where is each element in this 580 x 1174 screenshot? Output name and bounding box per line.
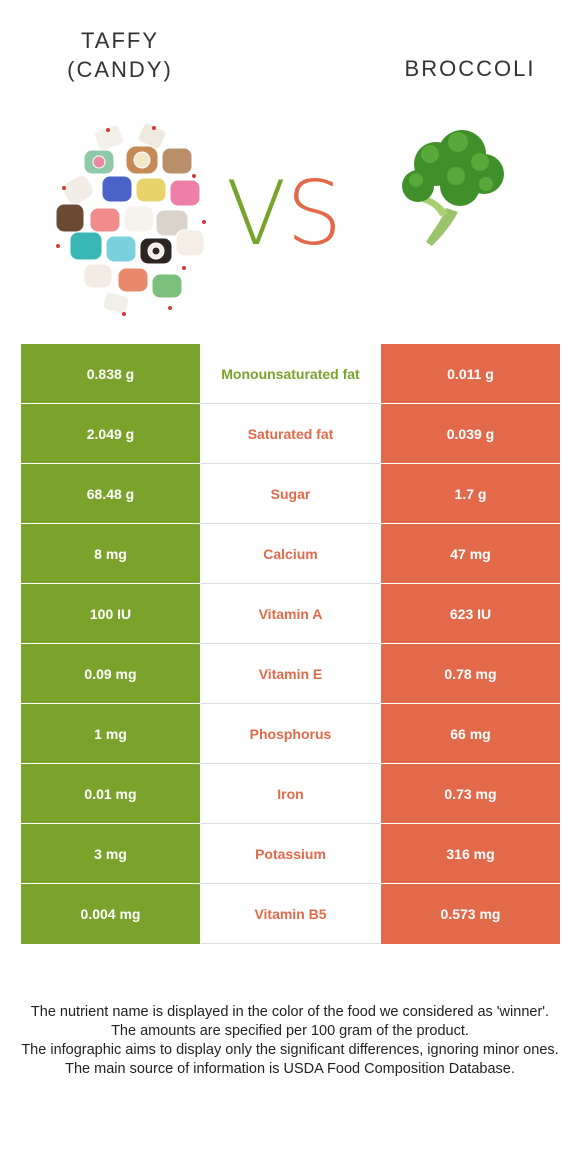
comparison-row: 2.049 g Saturated fat 0.039 g (21, 403, 560, 464)
comparison-row: 0.09 mg Vitamin E 0.78 mg (21, 643, 560, 704)
comparison-row: 0.838 g Monounsaturated fat 0.011 g (21, 344, 560, 404)
comparison-row: 1 mg Phosphorus 66 mg (21, 703, 560, 764)
left-value: 0.01 mg (21, 763, 201, 824)
nutrient-name: Vitamin A (200, 583, 381, 644)
right-value: 0.039 g (380, 403, 560, 464)
footnote-line-4: The main source of information is USDA F… (65, 1061, 515, 1077)
nutrient-name: Iron (200, 763, 381, 824)
taffy-candy-image (55, 122, 206, 316)
right-value: 0.011 g (380, 344, 560, 404)
right-value: 316 mg (380, 823, 560, 884)
left-value: 68.48 g (21, 463, 201, 524)
left-food-title-line1: TAFFY (80, 28, 160, 53)
left-value: 2.049 g (21, 403, 201, 464)
left-food-title: TAFFY (CANDY) (20, 26, 220, 84)
left-value: 3 mg (21, 823, 201, 884)
vs-label: VS (226, 164, 342, 264)
left-food-title-line2: (CANDY) (67, 57, 173, 82)
left-value: 100 IU (21, 583, 201, 644)
vs-v-letter: V (226, 162, 287, 265)
comparison-row: 100 IU Vitamin A 623 IU (21, 583, 560, 644)
right-value: 0.78 mg (380, 643, 560, 704)
vs-s-letter: S (286, 162, 343, 265)
left-value: 1 mg (21, 703, 201, 764)
right-food-title: BROCCOLI (404, 56, 536, 81)
nutrient-name: Vitamin B5 (200, 883, 381, 944)
right-value: 66 mg (380, 703, 560, 764)
nutrient-name: Phosphorus (200, 703, 381, 764)
nutrient-name: Sugar (200, 463, 381, 524)
footnote-line-1: The nutrient name is displayed in the co… (30, 1004, 550, 1020)
comparison-row: 8 mg Calcium 47 mg (21, 523, 560, 584)
comparison-row: 0.01 mg Iron 0.73 mg (21, 763, 560, 824)
right-value: 0.573 mg (380, 883, 560, 944)
broccoli-image (402, 130, 504, 246)
footnote-line-3: The infographic aims to display only the… (21, 1042, 559, 1058)
footnote-line-2: The amounts are specified per 100 gram o… (111, 1023, 469, 1039)
comparison-row: 0.004 mg Vitamin B5 0.573 mg (21, 883, 560, 944)
nutrient-name: Potassium (200, 823, 381, 884)
right-value: 623 IU (380, 583, 560, 644)
nutrient-comparison-table: 0.838 g Monounsaturated fat 0.011 g 2.049 g… (21, 344, 560, 944)
nutrient-name: Monounsaturated fat (200, 344, 381, 404)
left-value: 0.838 g (21, 344, 201, 404)
left-value: 8 mg (21, 523, 201, 584)
left-value: 0.09 mg (21, 643, 201, 704)
right-value: 0.73 mg (380, 763, 560, 824)
comparison-row: 3 mg Potassium 316 mg (21, 823, 560, 884)
nutrient-name: Vitamin E (200, 643, 381, 704)
nutrient-name: Saturated fat (200, 403, 381, 464)
left-value: 0.004 mg (21, 883, 201, 944)
comparison-row: 68.48 g Sugar 1.7 g (21, 463, 560, 524)
right-value: 47 mg (380, 523, 560, 584)
footnote: The nutrient name is displayed in the co… (20, 1003, 560, 1079)
right-value: 1.7 g (380, 463, 560, 524)
nutrient-name: Calcium (200, 523, 381, 584)
